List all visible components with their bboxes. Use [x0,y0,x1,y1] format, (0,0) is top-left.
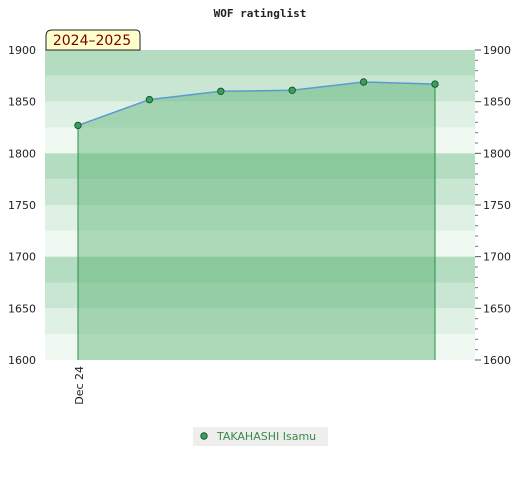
y-tick-label-right: 1600 [483,354,511,367]
x-tick-label: Dec 24 [73,366,86,405]
data-point [74,121,82,130]
y-tick-label-right: 1700 [483,251,511,264]
y-axis-left: 1600 1650 1700 1750 1800 1850 1900 [8,44,36,367]
data-point [145,95,154,104]
background-band [45,256,475,283]
y-tick-label-left: 1850 [8,96,36,109]
area-layer [77,82,436,360]
background-band [45,334,475,360]
data-point [217,87,225,96]
background-band [45,127,475,154]
data-point [431,80,439,88]
legend-box [193,427,328,446]
legend-marker [200,432,208,440]
season-label: 2024–2025 [45,29,141,51]
y-tick-label-right: 1750 [483,199,511,212]
background-band [45,308,475,335]
background-band [45,50,475,76]
y-tick-label-left: 1900 [8,44,36,57]
y-tick-label-left: 1700 [8,251,36,264]
legend-label: TAKAHASHI Isamu [216,430,316,443]
background-band [45,230,475,257]
background-band [45,101,475,128]
y-tick-label-left: 1750 [8,199,36,212]
y-tick-label-right: 1650 [483,302,511,315]
y-axis-right: 1600 1650 1700 1750 1800 1850 1900 [475,44,511,367]
data-point [288,86,296,95]
season-label-text: 2024–2025 [53,33,131,49]
points-layer [74,78,439,130]
y-tick-label-right: 1850 [483,96,511,109]
background-band [45,75,475,102]
y-tick-label-left: 1600 [8,354,36,367]
background-band [45,205,475,231]
background-band [45,153,475,180]
background-band [45,179,475,205]
background-band [45,282,475,309]
background-bands [45,50,475,360]
y-tick-label-left: 1800 [8,147,36,160]
season-label-box [45,29,141,51]
y-tick-label-left: 1650 [8,302,36,315]
rating-area [78,82,435,360]
x-axis: Dec 24 [73,366,86,405]
data-point [359,78,368,86]
y-tick-label-right: 1800 [483,147,511,160]
rating-line [77,81,436,127]
line-layer [77,81,436,127]
y-tick-label-right: 1900 [483,44,511,57]
chart-title: WOF ratinglist [214,7,307,20]
legend: TAKAHASHI Isamu [193,427,328,446]
